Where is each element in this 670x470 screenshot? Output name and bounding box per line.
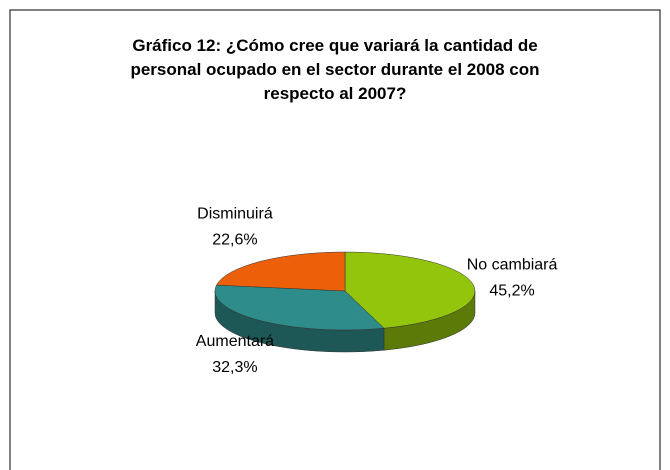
chart-frame (9, 9, 661, 470)
chart-title: Gráfico 12: ¿Cómo cree que variará la ca… (130, 36, 540, 103)
slice-value-label: 32,3% (212, 359, 257, 376)
pie-slice (214, 284, 385, 331)
slice-value-label: 22,6% (212, 231, 257, 248)
slice-label: Aumentará (196, 333, 274, 350)
slice-value-label: 45,2% (489, 282, 534, 299)
pie-slice (216, 251, 346, 292)
pie-slice (344, 251, 476, 329)
slice-label: Disminuirá (197, 205, 273, 222)
slice-label: No cambiará (467, 256, 558, 273)
